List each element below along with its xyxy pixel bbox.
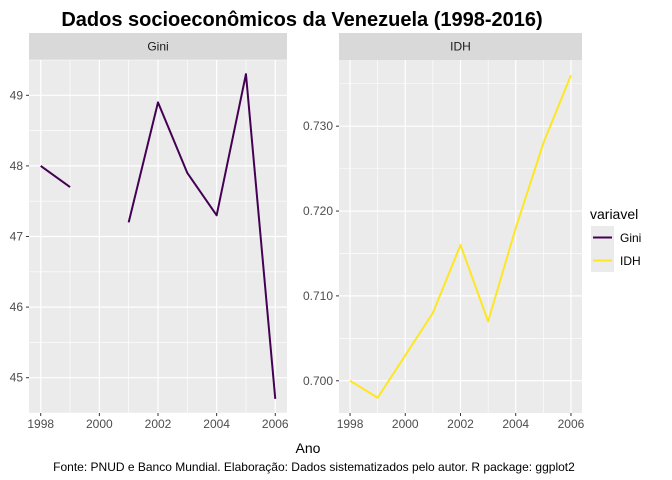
x-tick-label: 2002: [145, 417, 172, 431]
x-tick-label: 2006: [558, 417, 585, 431]
x-tick-label: 2002: [447, 417, 474, 431]
x-axis-title: Ano: [296, 440, 321, 456]
y-tick-label: 46: [10, 300, 24, 314]
legend-title: variavel: [590, 206, 638, 222]
legend: variavel Gini IDH: [590, 206, 641, 272]
legend-label-idh: IDH: [620, 254, 641, 268]
legend-label-gini: Gini: [620, 231, 641, 245]
chart-title: Dados socioeconômicos da Venezuela (1998…: [61, 9, 542, 31]
facet-strip-label: IDH: [450, 40, 471, 54]
y-tick-label: 0.730: [303, 119, 333, 133]
y-tick-label: 49: [10, 88, 24, 102]
x-tick-label: 1998: [337, 417, 364, 431]
facet-strip: [339, 33, 582, 60]
y-tick-label: 48: [10, 159, 24, 173]
y-tick-label: 47: [10, 230, 24, 244]
y-tick-label: 0.720: [303, 204, 333, 218]
x-tick-label: 2004: [502, 417, 529, 431]
x-tick-label: 2006: [262, 417, 289, 431]
series-line-gini: [127, 73, 277, 399]
x-tick-label: 2000: [392, 417, 419, 431]
facet-panel-idh: IDH 1998 2000 2002 2004 2006 0.700 0.710 0.720 0.…: [303, 33, 585, 431]
series-line-idh: [349, 74, 572, 399]
x-tick-label: 2000: [86, 417, 113, 431]
series-line-gini: [40, 165, 71, 188]
x-tick-label: 1998: [27, 417, 54, 431]
y-tick-label: 45: [10, 371, 24, 385]
y-tick-label: 0.710: [303, 289, 333, 303]
chart-caption: Fonte: PNUD e Banco Mundial. Elaboração:…: [53, 460, 575, 474]
x-tick-label: 2004: [203, 417, 230, 431]
y-tick-label: 0.700: [303, 374, 333, 388]
facet-panels: Gini 1998 2000 2002 2004 2006 45 46 47 48 49 IDH 199…: [10, 33, 585, 431]
facet-panel-gini: Gini 1998 2000 2002 2004 2006 45 46 47 48 49: [10, 33, 289, 431]
facet-strip: [29, 33, 287, 60]
facet-strip-label: Gini: [147, 40, 168, 54]
